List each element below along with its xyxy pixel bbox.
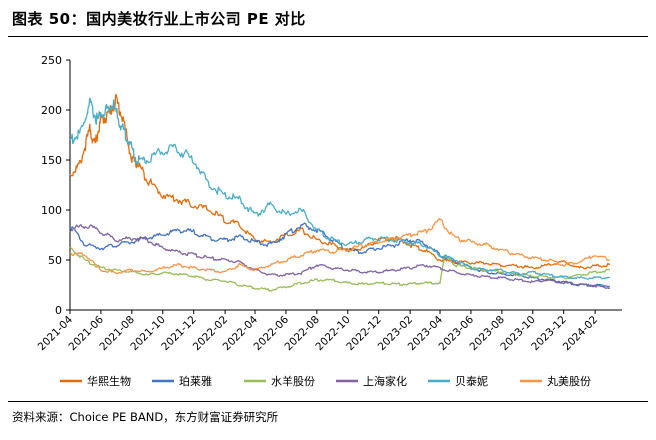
source-note: 资料来源：Choice PE BAND，东方财富证券研究所: [12, 410, 279, 424]
footer-divider: [8, 401, 648, 402]
y-tick-label: 0: [55, 304, 62, 317]
legend-label: 贝泰妮: [455, 374, 488, 388]
series-line: [69, 97, 611, 280]
series-line: [69, 246, 611, 292]
y-tick-label: 50: [48, 254, 62, 267]
series-line: [69, 224, 611, 290]
series-line: [69, 217, 610, 275]
legend-label: 上海家化: [363, 374, 407, 388]
y-tick-label: 150: [41, 154, 62, 167]
y-tick-label: 250: [41, 54, 62, 67]
legend-label: 华熙生物: [87, 374, 131, 388]
legend-label: 水羊股份: [271, 374, 315, 388]
series-line: [69, 222, 611, 288]
y-tick-label: 200: [41, 104, 62, 117]
legend-label: 珀莱雅: [179, 374, 212, 388]
y-tick-label: 100: [41, 204, 62, 217]
legend-label: 丸美股份: [547, 375, 591, 388]
x-tick-label: 2024-02: [561, 314, 601, 354]
chart-title: 图表 50：国内美妆行业上市公司 PE 对比: [12, 10, 306, 28]
title-divider: [8, 36, 648, 37]
series-line: [69, 93, 611, 270]
